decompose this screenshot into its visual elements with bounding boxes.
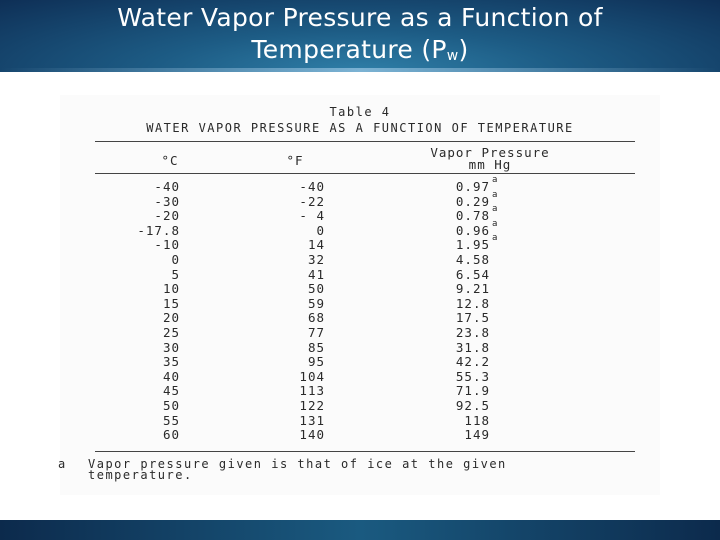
cell-footnote-mark: a bbox=[492, 189, 499, 200]
cell-vapor-pressure: 1.95 bbox=[455, 237, 490, 253]
cell-celsius: -20 bbox=[154, 208, 180, 224]
cell-vapor-pressure: 9.21 bbox=[455, 281, 490, 297]
cell-vapor-pressure: 4.58 bbox=[455, 252, 490, 267]
slide-title-line2: Temperature (Pw) bbox=[251, 35, 469, 64]
cell-fahrenheit: 122 bbox=[299, 398, 325, 413]
cell-celsius: 55 bbox=[162, 412, 180, 428]
cell-vapor-pressure: 71.9 bbox=[455, 383, 490, 399]
cell-celsius: 20 bbox=[162, 310, 180, 326]
cell-vapor-pressure: 12.8 bbox=[455, 295, 490, 311]
cell-fahrenheit: 41 bbox=[307, 266, 325, 282]
cell-fahrenheit: 95 bbox=[307, 354, 325, 370]
cell-celsius: 30 bbox=[162, 339, 180, 355]
footnote-line2: temperature. bbox=[88, 468, 193, 482]
header-pressure-line1: Vapor Pressure bbox=[430, 145, 550, 160]
scanned-table: Table 4 WATER VAPOR PRESSURE AS A FUNCTI… bbox=[58, 95, 660, 495]
cell-celsius: 60 bbox=[162, 427, 180, 443]
cell-fahrenheit: 85 bbox=[307, 339, 325, 355]
cell-fahrenheit: 131 bbox=[299, 412, 325, 428]
cell-vapor-pressure: 0.78 bbox=[455, 208, 490, 224]
slide-header-band: Water Vapor Pressure as a Function of Te… bbox=[0, 0, 720, 72]
cell-vapor-pressure: 149 bbox=[464, 427, 490, 443]
cell-vapor-pressure: 42.2 bbox=[455, 354, 490, 370]
header-fahrenheit: °F bbox=[286, 153, 304, 168]
cell-vapor-pressure: 92.5 bbox=[455, 398, 490, 413]
cell-celsius: 50 bbox=[162, 398, 180, 413]
cell-vapor-pressure: 0.96 bbox=[455, 222, 490, 238]
cell-vapor-pressure: 6.54 bbox=[455, 266, 490, 282]
cell-celsius: 25 bbox=[162, 325, 180, 340]
table-title: WATER VAPOR PRESSURE AS A FUNCTION OF TE… bbox=[146, 121, 574, 135]
cell-footnote-mark: a bbox=[492, 204, 499, 215]
table-number: Table 4 bbox=[329, 105, 391, 119]
cell-fahrenheit: -22 bbox=[299, 193, 325, 209]
cell-fahrenheit: - 4 bbox=[299, 208, 325, 224]
header-celsius: °C bbox=[161, 153, 179, 168]
cell-celsius: 0 bbox=[171, 252, 180, 267]
footnote-marker: a bbox=[58, 457, 67, 471]
cell-celsius: 10 bbox=[162, 281, 180, 297]
cell-celsius: -17.8 bbox=[137, 222, 180, 238]
cell-vapor-pressure: 0.97 bbox=[455, 179, 490, 194]
cell-fahrenheit: 32 bbox=[307, 252, 325, 267]
cell-fahrenheit: 59 bbox=[307, 295, 325, 311]
cell-vapor-pressure: 23.8 bbox=[455, 325, 490, 340]
cell-fahrenheit: 0 bbox=[316, 222, 325, 238]
cell-fahrenheit: 50 bbox=[307, 281, 325, 297]
cell-celsius: -10 bbox=[154, 237, 180, 253]
cell-celsius: 45 bbox=[162, 383, 180, 399]
rule-bottom bbox=[95, 451, 635, 452]
slide-title: Water Vapor Pressure as a Function of Te… bbox=[0, 2, 720, 72]
cell-celsius: 15 bbox=[162, 295, 180, 311]
cell-vapor-pressure: 55.3 bbox=[455, 368, 490, 384]
cell-footnote-mark: a bbox=[492, 233, 499, 244]
cell-celsius: 5 bbox=[171, 266, 180, 282]
slide-title-subscript: w bbox=[446, 48, 459, 64]
cell-fahrenheit: 14 bbox=[307, 237, 325, 253]
cell-vapor-pressure: 0.29 bbox=[455, 193, 490, 209]
cell-celsius: 35 bbox=[162, 354, 180, 370]
footnote-line1: Vapor pressure given is that of ice at t… bbox=[88, 457, 507, 471]
cell-vapor-pressure: 31.8 bbox=[455, 339, 490, 355]
cell-fahrenheit: 68 bbox=[307, 310, 325, 326]
cell-fahrenheit: 113 bbox=[299, 383, 325, 399]
header-pressure-line2: mm Hg bbox=[468, 157, 512, 172]
rule-top bbox=[95, 141, 635, 142]
cell-celsius: -40 bbox=[154, 179, 180, 194]
cell-vapor-pressure: 17.5 bbox=[455, 310, 490, 326]
cell-footnote-mark: a bbox=[492, 218, 499, 229]
cell-vapor-pressure: 118 bbox=[464, 412, 490, 428]
slide-title-line1: Water Vapor Pressure as a Function of bbox=[117, 3, 603, 32]
rule-header bbox=[95, 173, 635, 174]
cell-fahrenheit: 77 bbox=[307, 325, 325, 340]
cell-fahrenheit: 140 bbox=[299, 427, 325, 443]
cell-celsius: -30 bbox=[154, 193, 180, 209]
slide-footer-band bbox=[0, 520, 720, 540]
cell-footnote-mark: a bbox=[492, 175, 499, 185]
cell-celsius: 40 bbox=[162, 368, 180, 384]
cell-fahrenheit: 104 bbox=[299, 368, 325, 384]
cell-fahrenheit: -40 bbox=[299, 179, 325, 194]
